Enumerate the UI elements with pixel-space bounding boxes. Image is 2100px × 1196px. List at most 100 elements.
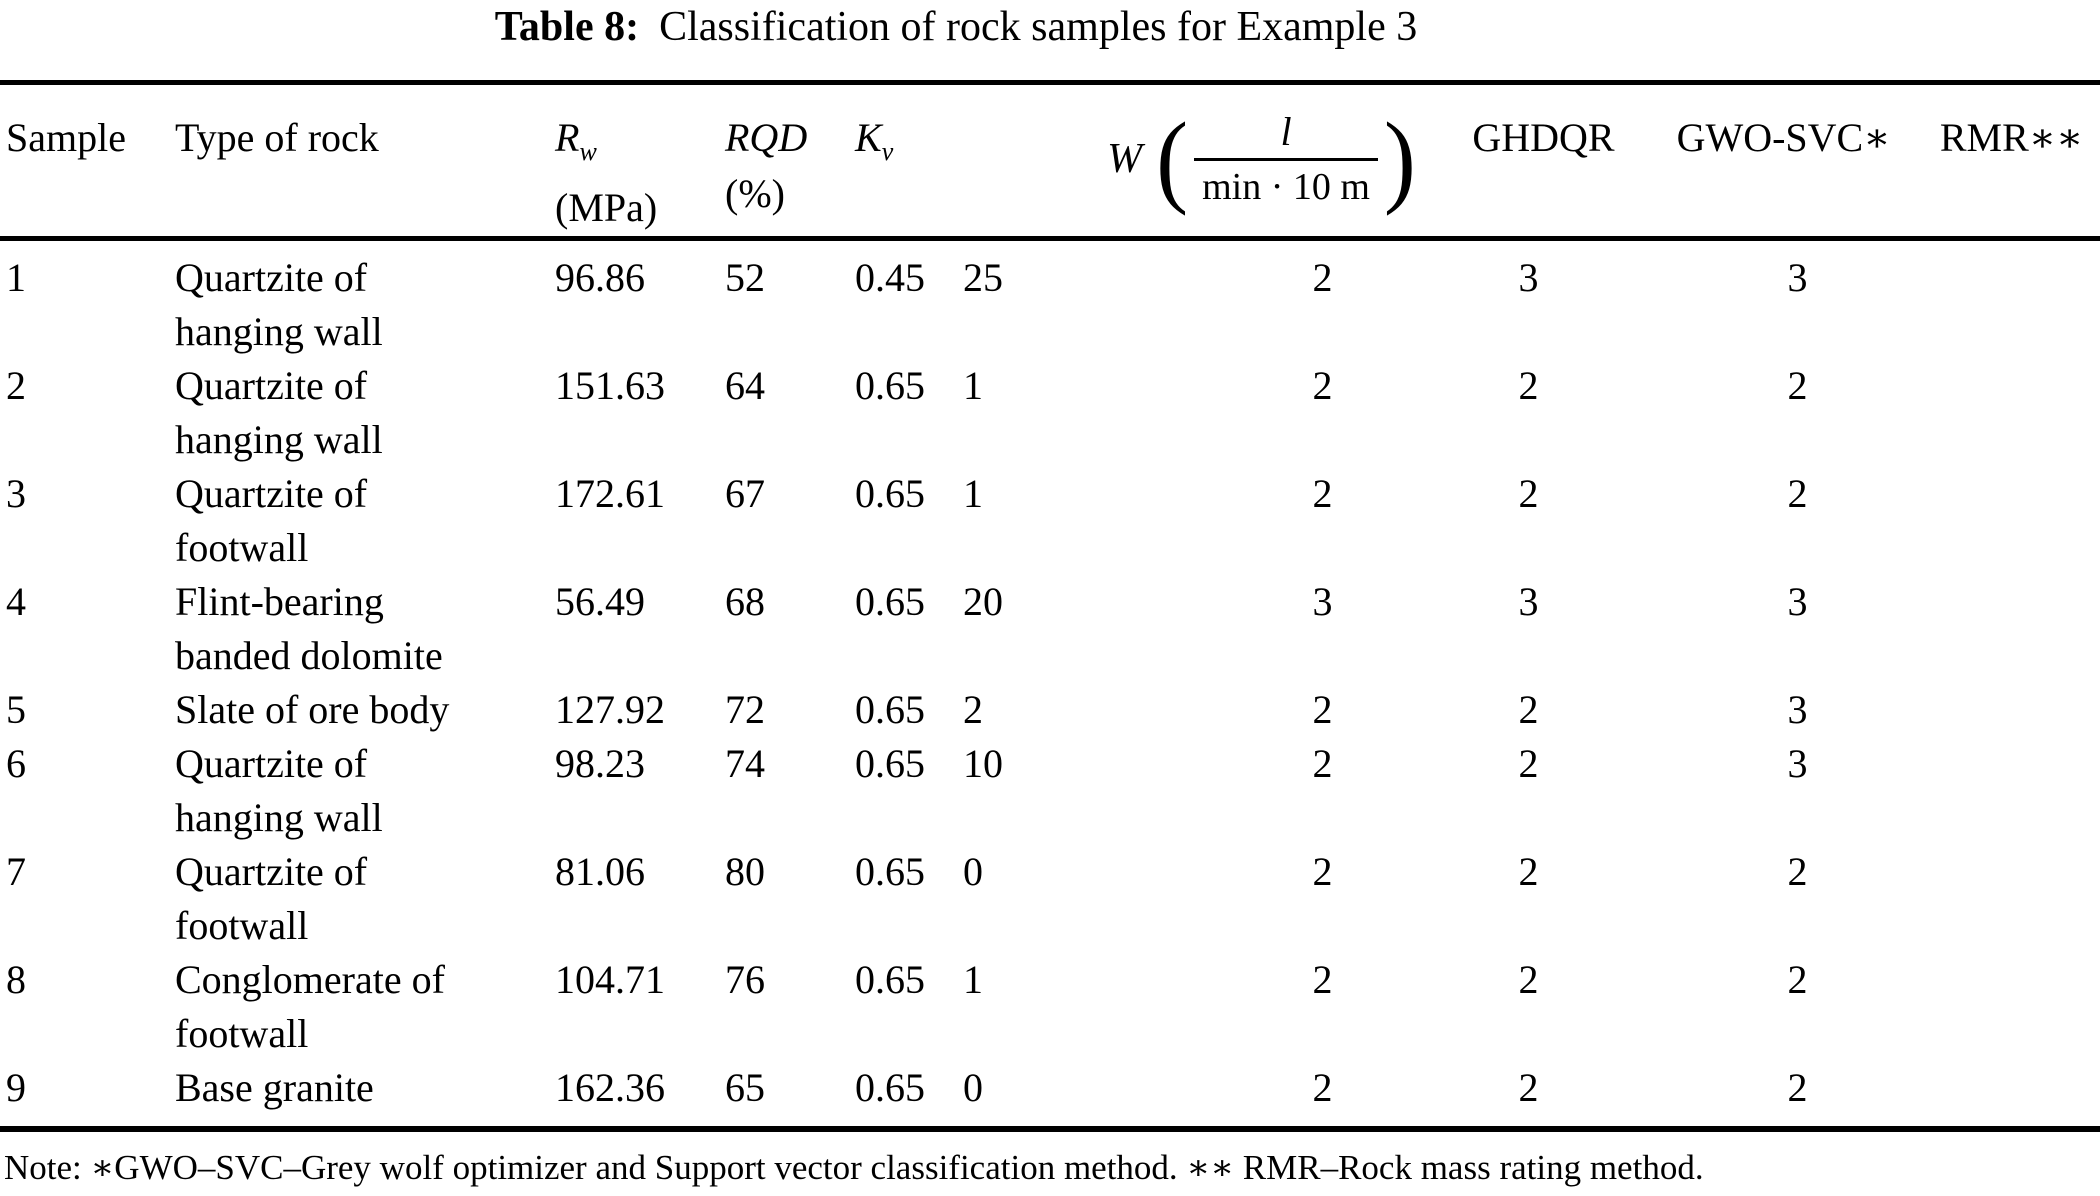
table-row: 1 Quartzite of hanging wall 96.86 52 0.45 25 2… — [0, 251, 2100, 359]
cell-rmr: 2 — [1787, 363, 1808, 408]
table-footnote: Note: ∗GWO–SVC–Grey wolf optimizer and S… — [4, 1148, 1704, 1187]
cell-rqd: 64 — [725, 363, 765, 408]
cell-w: 10 — [963, 741, 1003, 786]
cell-gwo-svc: 3 — [1518, 255, 1539, 300]
cell-rqd: 74 — [725, 741, 765, 786]
cell-rmr-empty — [1897, 845, 2100, 953]
header-w-formula: W ( l min · 10 m ) — [1107, 88, 1453, 236]
cell-rmr: 2 — [1787, 471, 1808, 516]
cell-type: Quartzite of footwall — [175, 849, 368, 948]
cell-rmr-empty — [1897, 1061, 2100, 1115]
table-header-row: Sample Type of rock Rw (MPa) RQD (%) Kv … — [0, 88, 2100, 236]
table-row: 6 Quartzite of hanging wall 98.23 74 0.65 10 2… — [0, 737, 2100, 845]
cell-rw: 127.92 — [555, 687, 665, 732]
cell-type: Quartzite of footwall — [175, 471, 368, 570]
cell-type: Quartzite of hanging wall — [175, 255, 383, 354]
table-row: 4 Flint-bearing banded dolomite 56.49 68 0.6… — [0, 575, 2100, 683]
cell-rmr: 3 — [1787, 255, 1808, 300]
table-row: 2 Quartzite of hanging wall 151.63 64 0.65 1 2… — [0, 359, 2100, 467]
table-caption: Table 8: Classification of rock samples f… — [0, 2, 1912, 52]
cell-rmr-empty — [1897, 737, 2100, 845]
cell-w: 1 — [963, 471, 983, 516]
header-rqd-unit: (%) — [725, 171, 785, 216]
cell-ghdqr: 2 — [1312, 849, 1333, 894]
cell-gwo-svc: 2 — [1518, 471, 1539, 516]
cell-sample: 6 — [6, 741, 26, 786]
header-rmr: RMR∗∗ — [1939, 115, 2084, 160]
cell-sample: 9 — [6, 1065, 26, 1110]
cell-rmr: 2 — [1787, 1065, 1808, 1110]
cell-kv: 0.65 — [855, 1065, 925, 1110]
header-w-symbol: W — [1107, 136, 1143, 182]
cell-gwo-svc: 3 — [1518, 579, 1539, 624]
table-row: 3 Quartzite of footwall 172.61 67 0.65 1 2 2 2 — [0, 467, 2100, 575]
cell-rqd: 76 — [725, 957, 765, 1002]
cell-rqd: 52 — [725, 255, 765, 300]
cell-type: Base granite — [175, 1065, 374, 1110]
cell-rqd: 67 — [725, 471, 765, 516]
cell-rmr-empty — [1897, 359, 2100, 467]
table-row: 7 Quartzite of footwall 81.06 80 0.65 0 2 2 2 — [0, 845, 2100, 953]
table-caption-text: Classification of rock samples for Examp… — [659, 4, 1418, 50]
cell-type: Flint-bearing banded dolomite — [175, 579, 443, 678]
cell-ghdqr: 2 — [1312, 741, 1333, 786]
header-w-close-paren: ) — [1383, 100, 1416, 217]
cell-rmr-empty — [1897, 953, 2100, 1061]
cell-rmr: 3 — [1787, 741, 1808, 786]
cell-sample: 4 — [6, 579, 26, 624]
cell-w: 25 — [963, 255, 1003, 300]
cell-rw: 162.36 — [555, 1065, 665, 1110]
header-rw-unit: (MPa) — [555, 185, 658, 230]
header-w-numerator: l — [1280, 108, 1292, 154]
cell-ghdqr: 3 — [1312, 579, 1333, 624]
cell-kv: 0.65 — [855, 849, 925, 894]
cell-sample: 1 — [6, 255, 26, 300]
cell-rw: 96.86 — [555, 255, 645, 300]
cell-gwo-svc: 2 — [1518, 957, 1539, 1002]
header-sample: Sample — [6, 115, 126, 160]
cell-ghdqr: 2 — [1312, 471, 1333, 516]
cell-rmr: 2 — [1787, 957, 1808, 1002]
cell-rqd: 68 — [725, 579, 765, 624]
cell-ghdqr: 2 — [1312, 957, 1333, 1002]
cell-rmr-empty — [1897, 467, 2100, 575]
header-rw: Rw (MPa) — [555, 88, 725, 236]
cell-gwo-svc: 2 — [1518, 363, 1539, 408]
cell-kv: 0.65 — [855, 687, 925, 732]
cell-ghdqr: 2 — [1312, 255, 1333, 300]
cell-sample: 2 — [6, 363, 26, 408]
header-w-fraction: l min · 10 m — [1194, 109, 1378, 210]
table-caption-label: Table 8: — [494, 4, 640, 50]
cell-gwo-svc: 2 — [1518, 849, 1539, 894]
cell-sample: 7 — [6, 849, 26, 894]
cell-ghdqr: 2 — [1312, 1065, 1333, 1110]
cell-ghdqr: 2 — [1312, 687, 1333, 732]
cell-type: Slate of ore body — [175, 687, 450, 732]
cell-gwo-svc: 2 — [1518, 687, 1539, 732]
header-rw-symbol: R — [555, 115, 580, 160]
cell-kv: 0.45 — [855, 255, 925, 300]
cell-w: 0 — [963, 849, 983, 894]
cell-type: Quartzite of hanging wall — [175, 363, 383, 462]
top-rule — [0, 80, 2100, 85]
cell-kv: 0.65 — [855, 363, 925, 408]
header-w-open-paren: ( — [1156, 100, 1189, 217]
cell-rmr-empty — [1897, 251, 2100, 359]
cell-rw: 56.49 — [555, 579, 645, 624]
cell-rqd: 65 — [725, 1065, 765, 1110]
cell-ghdqr: 2 — [1312, 363, 1333, 408]
cell-rw: 172.61 — [555, 471, 665, 516]
bottom-rule — [0, 1126, 2100, 1132]
cell-kv: 0.65 — [855, 471, 925, 516]
header-type-of-rock: Type of rock — [175, 115, 379, 160]
cell-w: 20 — [963, 579, 1003, 624]
cell-rw: 104.71 — [555, 957, 665, 1002]
cell-rmr-empty — [1897, 575, 2100, 683]
cell-rqd: 80 — [725, 849, 765, 894]
header-kv-symbol: K — [855, 115, 882, 160]
header-ghdqr: GHDQR — [1472, 115, 1615, 160]
table-row: 8 Conglomerate of footwall 104.71 76 0.65 1 2 2… — [0, 953, 2100, 1061]
header-rw-subscript: w — [579, 137, 597, 166]
cell-type: Conglomerate of footwall — [175, 957, 445, 1056]
header-kv-subscript: v — [881, 137, 894, 166]
